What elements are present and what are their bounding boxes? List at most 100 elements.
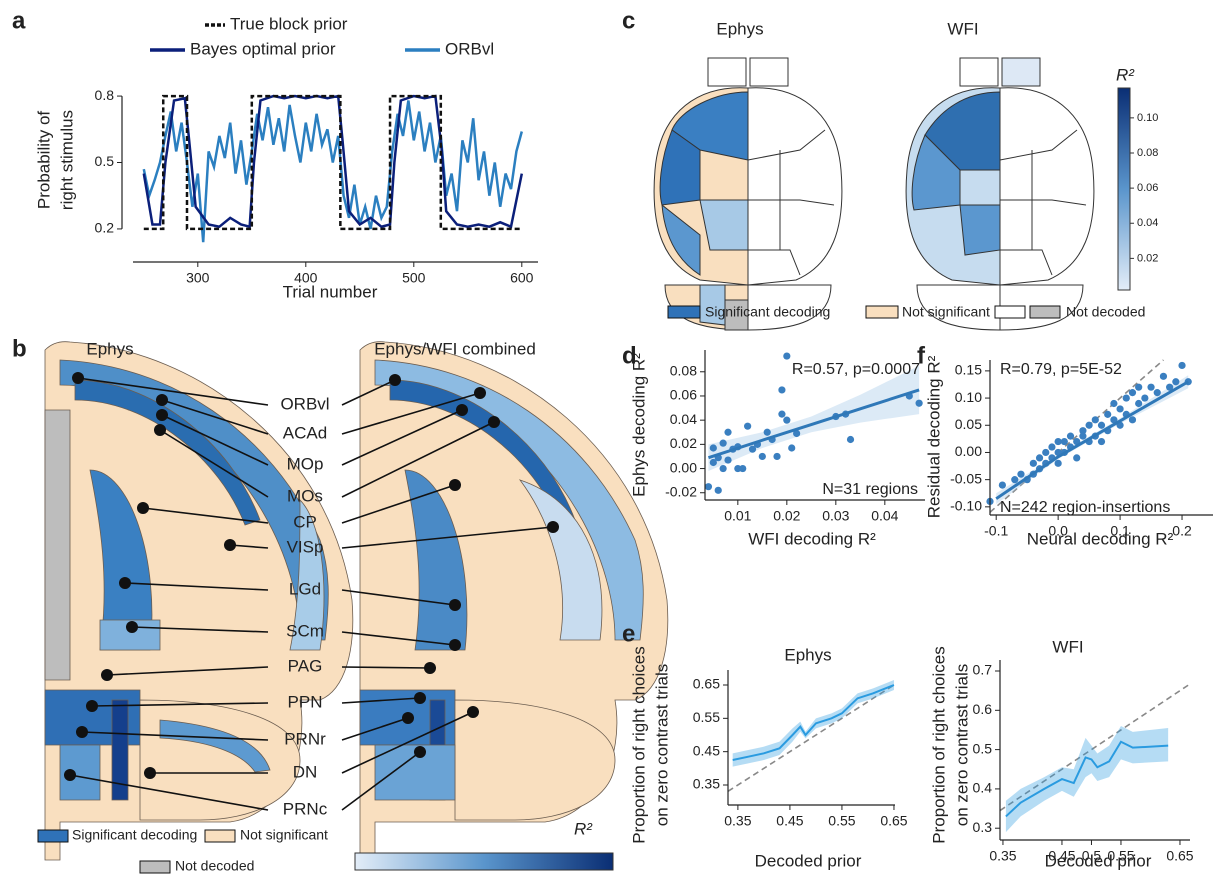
legend-swatch (994, 305, 1026, 319)
point (739, 464, 747, 473)
legend-label: Significant decoding (72, 827, 197, 843)
x-axis-label: WFI decoding R² (748, 529, 876, 548)
point (1128, 389, 1137, 397)
legend-label: Not significant (902, 304, 990, 320)
callout-dot (449, 479, 461, 491)
callout-line (341, 666, 431, 669)
y-tick-label: 0.04 (670, 411, 697, 427)
x-axis-label: Trial number (283, 282, 378, 301)
callout-line (341, 526, 554, 549)
panel-letter: a (12, 7, 26, 34)
region-label: VISp (287, 537, 324, 556)
colorbar-tick-label: 0.06 (1137, 182, 1158, 194)
callout-dot (424, 662, 436, 674)
point (1110, 399, 1118, 408)
point (783, 352, 791, 360)
point (1141, 394, 1149, 402)
brain-ephys-dorsal (653, 57, 843, 331)
brain-ephys-coronal (44, 341, 354, 861)
legend-swatch (139, 860, 171, 874)
callout-line (131, 626, 269, 633)
annotation: N=242 region-insertions (1000, 499, 1170, 516)
point (724, 428, 732, 436)
callout-dot (224, 539, 236, 551)
callout-line (341, 392, 481, 435)
point (1153, 389, 1161, 397)
callout-line (341, 409, 463, 466)
region-label: ACAd (283, 423, 327, 442)
map-title: WFI (947, 19, 978, 38)
callout-dot (402, 712, 414, 724)
callout-dot (119, 577, 131, 589)
point (778, 386, 786, 394)
y-tick-label: 0.3 (973, 819, 993, 835)
point (773, 452, 781, 461)
y-tick-label: 0.02 (670, 435, 697, 451)
y-tick-label: 0.5 (95, 153, 115, 169)
point (1097, 421, 1106, 429)
point (1085, 421, 1093, 429)
point (763, 428, 771, 436)
brain-combined-coronal (359, 341, 669, 861)
colorbar-tick-label: 0.10 (1137, 112, 1158, 124)
x-tick-label: 0.5 (1082, 848, 1102, 864)
region-label: PRNr (284, 729, 326, 748)
point (1011, 476, 1019, 484)
legend-swatch (865, 305, 899, 319)
point (704, 483, 713, 491)
x-tick-label: 0.35 (724, 813, 751, 829)
region-label: SCm (286, 621, 324, 640)
fit-line (995, 380, 1189, 500)
annotation: N=31 regions (822, 481, 918, 498)
callout-dot (72, 372, 84, 384)
x-tick-label: 0.45 (1048, 848, 1075, 864)
legend-label: Not decoded (1066, 304, 1145, 320)
x-tick-label: 600 (510, 270, 534, 286)
colorbar-label: R² (574, 819, 593, 838)
callout-dot (64, 769, 76, 781)
callout-line (69, 774, 269, 811)
callout-dot (76, 726, 88, 738)
point (1042, 448, 1050, 457)
callout-dot (86, 700, 98, 712)
y-axis-label: Proportion of right choices (629, 646, 648, 844)
point (1091, 416, 1099, 424)
x-axis-label: Decoded prior (755, 851, 862, 870)
y-tick-label: 0.5 (973, 740, 993, 756)
callout-dot (389, 374, 401, 386)
y-tick-label: 0.05 (955, 416, 982, 432)
y-tick-label: 0.4 (973, 780, 993, 796)
point (1172, 378, 1180, 386)
colorbar-tick-label: 0.04 (1137, 217, 1158, 229)
callout-line (142, 507, 269, 524)
colorbar-label: R² (1116, 65, 1135, 84)
y-tick-label: 0.00 (670, 459, 697, 475)
y-tick-label: -0.05 (950, 470, 982, 486)
point (1097, 437, 1106, 446)
y-axis-label: Ephys decoding R² (629, 353, 648, 497)
callout-line (161, 414, 269, 466)
legend-swatch (1029, 305, 1061, 319)
point (1135, 383, 1143, 391)
y-axis-label: Proportion of right choices (929, 646, 948, 844)
legend-swatch (667, 305, 701, 319)
callout-line (341, 717, 409, 741)
callout-line (341, 711, 474, 774)
y-axis-label: right stimulus (57, 110, 76, 210)
region-label: PAG (288, 656, 323, 675)
x-tick-label: 0.45 (776, 813, 803, 829)
point (1035, 454, 1044, 462)
series-line (732, 684, 895, 761)
x-tick-label: 400 (294, 270, 318, 286)
region-label: PPN (288, 692, 323, 711)
callout-line (341, 484, 456, 524)
callout-dot (488, 416, 500, 428)
callout-line (91, 702, 269, 707)
x-tick-label: 0.03 (822, 508, 849, 524)
series-line (1005, 740, 1169, 818)
confidence-band (1005, 726, 1169, 833)
x-tick-label: 300 (186, 270, 210, 286)
legend-label: Not decoded (175, 858, 254, 874)
colorbar-b (354, 852, 614, 871)
x-tick-label: 0.55 (1107, 848, 1134, 864)
